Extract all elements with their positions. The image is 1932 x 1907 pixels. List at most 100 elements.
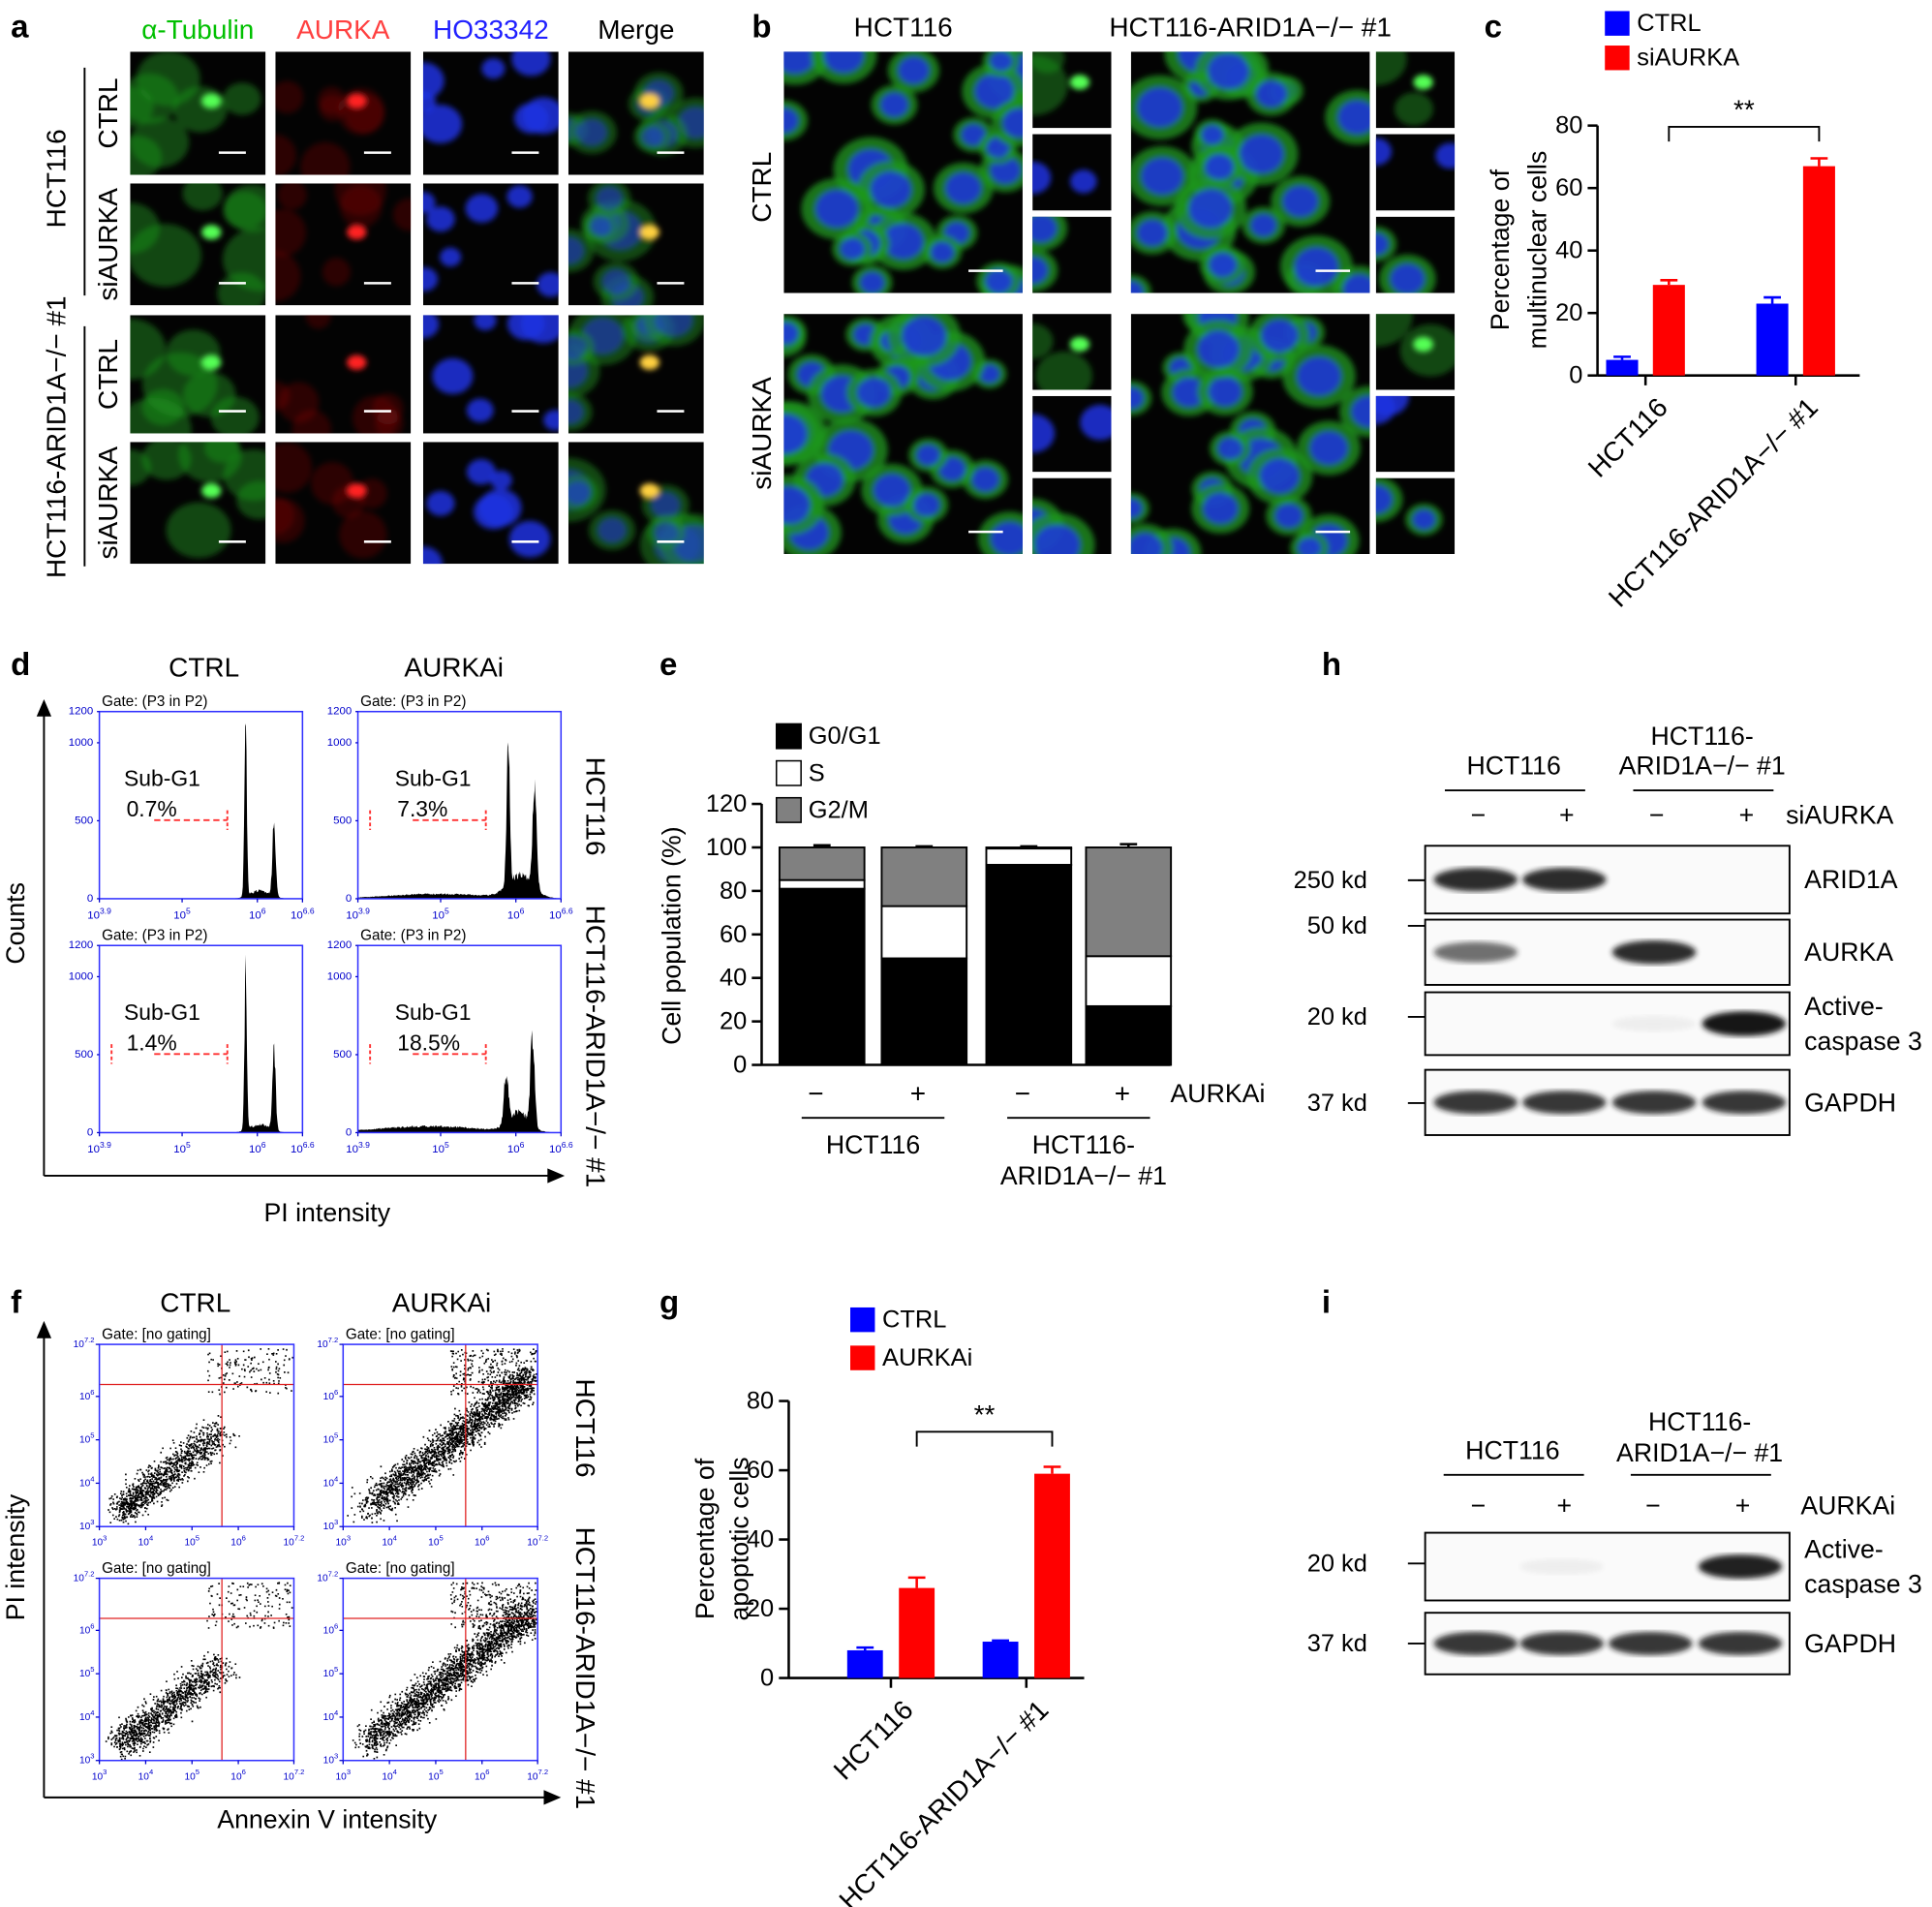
- tick-exponent: 7.2: [538, 1768, 549, 1776]
- legend-swatch: [775, 796, 802, 823]
- nucleus: [974, 74, 1014, 109]
- band: [1698, 1632, 1783, 1655]
- cell: [275, 498, 305, 543]
- bar: [982, 1642, 1019, 1678]
- bar-segment: [985, 847, 1073, 866]
- legend-swatch: [850, 1345, 875, 1370]
- nucleus: [1205, 154, 1234, 180]
- group-label: HCT116-: [1648, 1407, 1751, 1436]
- nucleus: [601, 269, 630, 294]
- axis-title: Annexin V intensity: [217, 1805, 438, 1834]
- nucleus: [432, 357, 474, 394]
- tick-label: 106: [79, 1387, 95, 1401]
- band: [1702, 1091, 1787, 1115]
- cell: [223, 82, 261, 115]
- band: [1519, 1632, 1604, 1655]
- tick-exponent: 6: [261, 907, 266, 916]
- cells: [1032, 323, 1093, 390]
- tick-label: 107.2: [317, 1336, 338, 1350]
- y-axis-title: multinuclear cells: [1522, 151, 1551, 350]
- nucleus: [567, 236, 584, 264]
- cell: [141, 388, 185, 426]
- tick-base: 10: [323, 1478, 335, 1489]
- micrograph: [130, 442, 266, 565]
- y-tick-label: 100: [706, 834, 747, 861]
- tick-label: 103.9: [346, 907, 370, 922]
- micrograph: [1032, 216, 1112, 293]
- protein-label: GAPDH: [1804, 1629, 1896, 1658]
- protein-label: AURKA: [1804, 938, 1893, 967]
- tick-exponent: 5: [439, 1768, 443, 1776]
- size-marker: 37 kd: [1307, 1630, 1367, 1657]
- spindle: [201, 225, 222, 240]
- error-bar: [992, 1639, 1009, 1643]
- gate-label: Gate: (P3 in P2): [102, 928, 207, 944]
- micrograph: [130, 51, 266, 175]
- legend-label: S: [809, 759, 825, 786]
- panel-letter: h: [1322, 647, 1341, 683]
- cells: [1032, 51, 1090, 116]
- arrow-head: [547, 1168, 566, 1184]
- y-tick-label: 0: [760, 1665, 774, 1692]
- error-bar: [1613, 355, 1631, 360]
- bar-segment: [778, 878, 866, 890]
- plot-frame: [98, 1343, 295, 1527]
- tick-label: 104: [323, 1474, 339, 1489]
- bar-segment: [1085, 846, 1173, 958]
- legend-label: G2/M: [809, 796, 869, 823]
- tick-label: 106: [475, 1768, 490, 1782]
- tick-exponent: 5: [196, 1533, 199, 1542]
- tick-exponent: 5: [186, 1140, 191, 1150]
- tick-label: 106: [475, 1533, 490, 1548]
- gate-label: Gate: (P3 in P2): [360, 693, 466, 710]
- tick-base: 10: [79, 1755, 91, 1766]
- nucleus: [1130, 386, 1145, 410]
- nucleus: [1208, 376, 1242, 407]
- significance-bracket: [1668, 125, 1821, 142]
- cell: [130, 73, 179, 124]
- nucleus: [1375, 484, 1393, 514]
- spindle: [201, 354, 222, 370]
- dot-cloud: [105, 1582, 293, 1761]
- error-bar: [1660, 279, 1678, 286]
- tick-base: 10: [74, 1573, 85, 1584]
- tick-label: 103.9: [87, 1140, 111, 1155]
- tick-base: 10: [428, 1537, 440, 1548]
- bar: [1756, 303, 1789, 376]
- tick-exponent: 6.6: [303, 1140, 315, 1150]
- tick-label: 105: [432, 1140, 449, 1155]
- tick-label: 106: [323, 1387, 339, 1401]
- band: [1433, 1091, 1518, 1115]
- tick-label: 106.6: [549, 907, 573, 922]
- nucleus: [422, 91, 437, 113]
- tick-exponent: 6: [334, 1621, 338, 1630]
- nucleus: [567, 335, 587, 359]
- nucleus: [1032, 161, 1052, 195]
- nucleus: [1197, 330, 1240, 368]
- nucleus: [567, 481, 591, 505]
- nucleus: [859, 271, 885, 293]
- tick-label: 500: [333, 815, 352, 826]
- nucleus: [478, 488, 522, 527]
- nucleus: [596, 186, 623, 210]
- tick-base: 10: [249, 1144, 261, 1155]
- spindle: [1069, 75, 1090, 90]
- gate-label: Gate: (P3 in P2): [360, 928, 466, 944]
- nucleus: [1239, 134, 1284, 174]
- lane-sign: −: [1645, 1492, 1661, 1521]
- tick-exponent: 5: [445, 907, 449, 916]
- nucleus: [1261, 319, 1299, 353]
- nucleus: [1032, 216, 1058, 243]
- lane-sign: −: [1470, 1492, 1486, 1521]
- error-bar: [1043, 1465, 1061, 1474]
- tick-label: 107.2: [74, 1569, 95, 1584]
- bar-segment: [880, 957, 968, 1066]
- dot-cloud: [352, 1582, 537, 1760]
- micrograph: [1032, 51, 1112, 129]
- tick-label: 1000: [327, 970, 352, 982]
- tick-exponent: 3: [334, 1751, 338, 1760]
- micrograph: [1375, 134, 1456, 211]
- nucleus: [481, 58, 506, 79]
- cell: [130, 116, 190, 168]
- tick-base: 10: [173, 1144, 186, 1155]
